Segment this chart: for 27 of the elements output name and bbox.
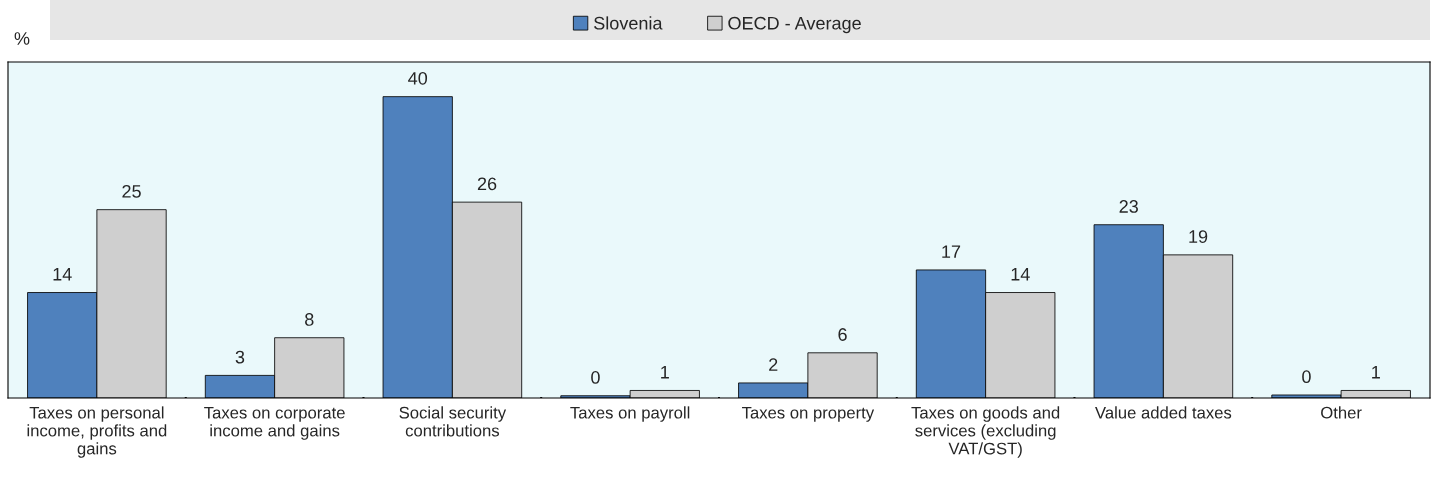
data-label: 6 (838, 328, 847, 341)
data-label: 0 (591, 371, 600, 384)
x-tick-label: Taxes on corporate income and gains (204, 406, 345, 440)
data-label: 23 (1119, 200, 1138, 213)
x-tick-label: Taxes on personal income, profits and gains (27, 406, 167, 458)
data-label: 8 (305, 313, 314, 326)
data-label: 17 (942, 245, 961, 258)
data-label: 26 (477, 177, 497, 191)
data-label: 14 (53, 268, 72, 281)
data-label: 25 (122, 184, 141, 198)
data-label: 1 (661, 365, 669, 379)
data-label: 3 (235, 350, 245, 364)
x-tick-label: Taxes on goods and services (excluding VAT/GST) (911, 406, 1060, 458)
legend-label: Slovenia (594, 16, 663, 30)
x-tick-label: Taxes on property (742, 406, 875, 422)
x-tick-label: Other (1321, 406, 1362, 419)
x-tick-label: Social security contributions (399, 406, 507, 437)
x-tick-label: Taxes on payroll (570, 406, 690, 422)
x-tick-label: Value added taxes (1095, 406, 1232, 419)
legend-label: OECD - Average (728, 16, 861, 34)
y-axis-title: % (14, 32, 30, 45)
data-label: 40 (408, 71, 428, 85)
data-label: 1 (1372, 365, 1380, 379)
data-label: 2 (769, 358, 778, 371)
data-label: 0 (1302, 370, 1311, 384)
data-label: 19 (1189, 230, 1208, 243)
data-label: 14 (1011, 268, 1030, 281)
